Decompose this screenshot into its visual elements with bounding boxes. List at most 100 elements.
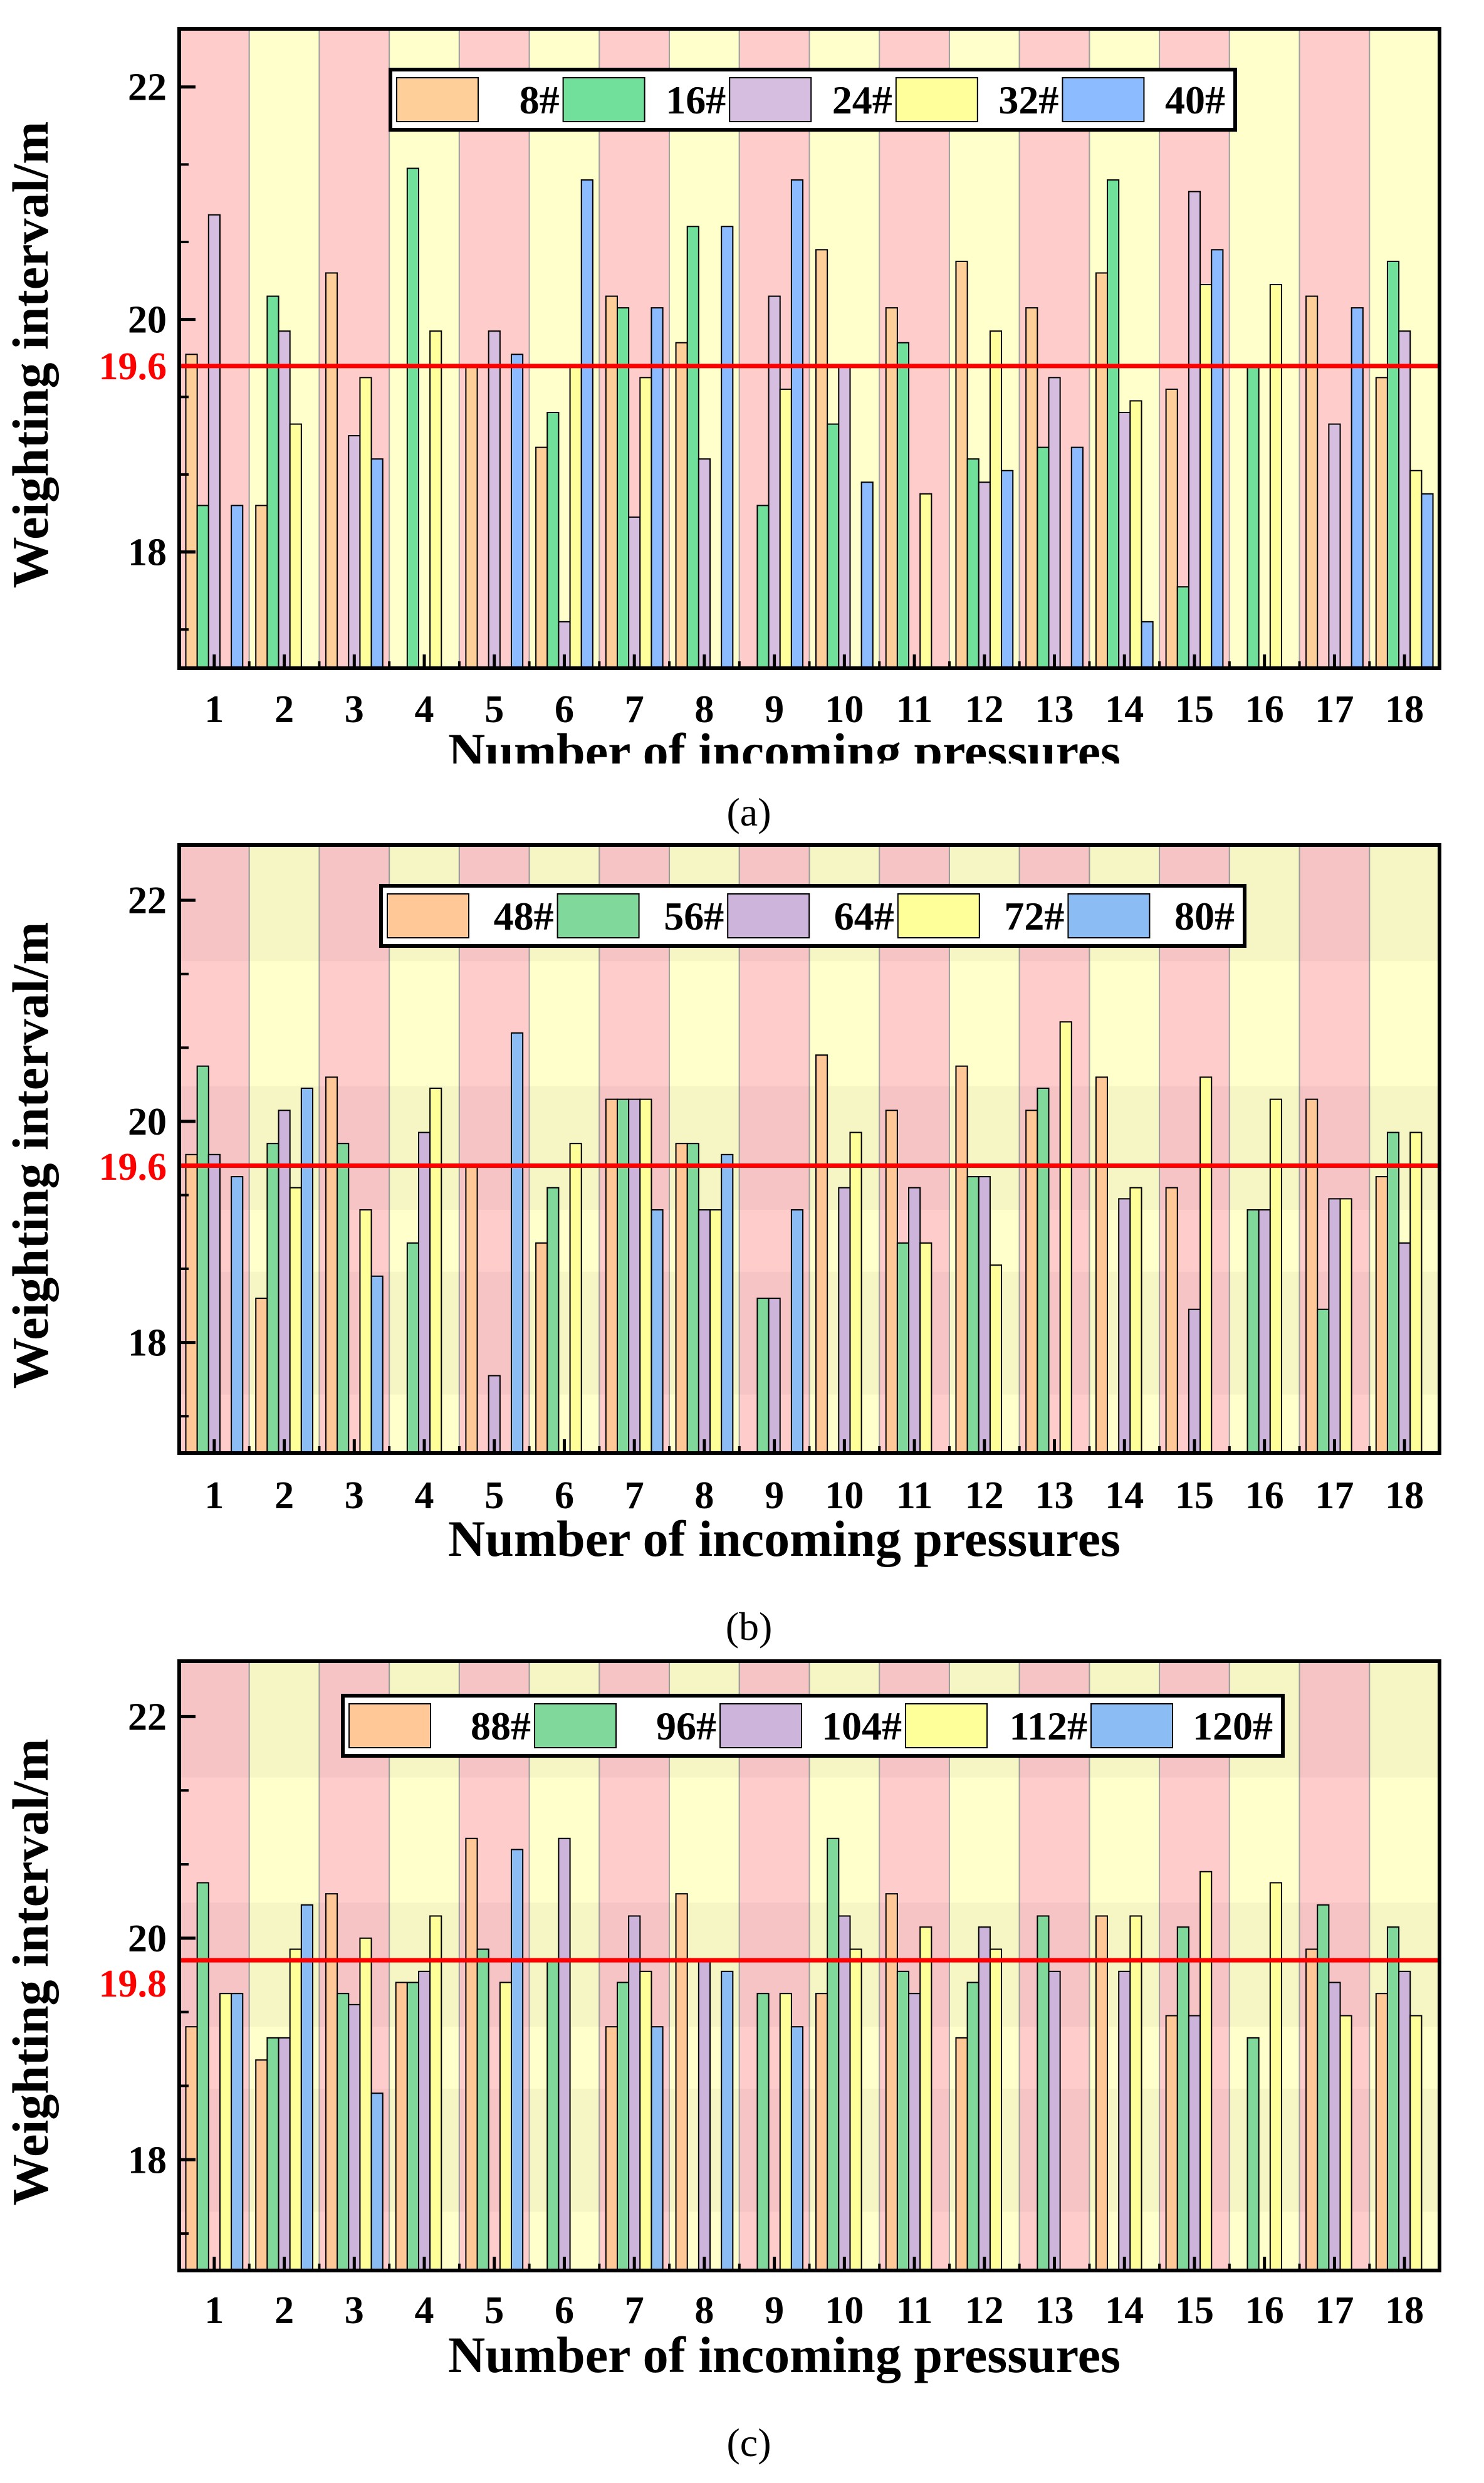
bar: [1386, 1926, 1400, 2272]
bar: [919, 1242, 933, 1454]
bar: [966, 1982, 980, 2271]
bar: [955, 260, 968, 669]
bar: [860, 481, 874, 669]
bar: [815, 1054, 828, 1454]
bar: [1211, 249, 1224, 669]
bar: [756, 1298, 770, 1454]
x-tick-label: 10: [825, 688, 864, 731]
series-72: [289, 1021, 1423, 1454]
background-stripe: [1228, 28, 1300, 669]
bar: [698, 1960, 711, 2271]
x-tick-label: 4: [415, 2289, 434, 2332]
bar: [325, 1893, 338, 2271]
bar: [1188, 2015, 1201, 2272]
x-tick-label: 3: [345, 688, 364, 731]
bar: [558, 1837, 571, 2272]
bar: [1188, 1308, 1201, 1454]
x-tick-label: 7: [625, 688, 644, 731]
bar: [651, 2026, 664, 2271]
bar: [546, 1187, 560, 1454]
x-tick-label: 12: [965, 2289, 1004, 2332]
bar: [535, 446, 548, 669]
x-axis-title: Number of incoming pressures: [448, 1510, 1121, 1567]
background-band: [179, 1086, 1440, 1210]
bar: [639, 1098, 652, 1454]
x-tick-label: 9: [765, 1474, 784, 1517]
bar: [908, 1187, 921, 1454]
bar: [1328, 1198, 1341, 1454]
bar: [978, 1176, 991, 1454]
bar: [675, 1893, 688, 2271]
bar: [429, 330, 442, 669]
series-112: [219, 1871, 1423, 2272]
bar: [1351, 307, 1364, 669]
bar: [185, 1153, 198, 1454]
bar: [1305, 1098, 1319, 1454]
bar: [476, 1948, 489, 2272]
x-tick-label: 16: [1245, 688, 1284, 731]
x-tick-label: 10: [825, 1474, 864, 1517]
series-48: [185, 1054, 1388, 1454]
bar: [300, 1088, 313, 1454]
legend-label: 40#: [1165, 78, 1225, 122]
bar: [231, 1176, 244, 1454]
bar: [278, 1110, 291, 1454]
bar: [1386, 260, 1400, 669]
x-tick-label: 9: [765, 688, 784, 731]
bar: [721, 1970, 734, 2272]
bar: [429, 1088, 442, 1454]
bar: [989, 1948, 1003, 2272]
x-axis-title: Number of incoming pressures: [448, 723, 1121, 780]
bar: [196, 1065, 209, 1454]
bar: [337, 1993, 350, 2272]
legend-swatch: [396, 77, 479, 122]
x-tick-label: 12: [965, 688, 1004, 731]
bar: [978, 1926, 991, 2272]
bar: [709, 1209, 723, 1454]
x-tick-label: 1: [204, 1474, 224, 1517]
bar: [1070, 446, 1084, 669]
bar: [488, 330, 501, 669]
y-axis-title: Weighting interval/m: [2, 122, 59, 589]
bar: [580, 179, 593, 669]
bar: [1398, 1970, 1411, 2272]
y-tick-label: 22: [128, 66, 167, 109]
bar: [1375, 1993, 1388, 2272]
bar: [1386, 1131, 1400, 1454]
bar: [849, 1131, 862, 1454]
x-tick-label: 17: [1315, 688, 1354, 731]
bar: [1025, 1110, 1038, 1454]
reference-line-label: 19.6: [99, 1146, 167, 1189]
legend-swatch: [348, 1703, 431, 1748]
y-tick-label: 22: [128, 1696, 167, 1738]
bar: [1059, 1021, 1072, 1454]
bar: [989, 1264, 1003, 1454]
legend-swatch: [905, 1703, 988, 1748]
panel-caption: (b): [726, 1604, 773, 1649]
bar: [919, 493, 933, 669]
bar: [569, 1143, 582, 1454]
bar: [337, 1143, 350, 1454]
background-stripe: [389, 28, 460, 669]
bar: [1141, 621, 1154, 669]
bar: [207, 1153, 221, 1454]
legend: 48# 56# 64# 72# 80#: [379, 884, 1246, 948]
bar: [511, 1849, 524, 2271]
x-tick-label: 11: [896, 1474, 933, 1517]
bar: [1258, 1209, 1271, 1454]
legend-label: 104#: [822, 1704, 902, 1748]
legend-label: 24#: [832, 78, 892, 122]
legend-label: 96#: [656, 1704, 716, 1748]
x-tick-label: 3: [345, 1474, 364, 1517]
bar: [790, 2026, 804, 2271]
bar: [255, 1298, 268, 1454]
bar: [616, 1982, 630, 2271]
legend-swatch: [897, 893, 980, 938]
bar: [1025, 307, 1038, 669]
x-tick-label: 8: [694, 688, 714, 731]
legend: 8# 16# 24# 32# 40#: [389, 68, 1237, 132]
bar: [756, 1993, 770, 2272]
bar: [651, 1209, 664, 1454]
bar: [359, 377, 372, 669]
